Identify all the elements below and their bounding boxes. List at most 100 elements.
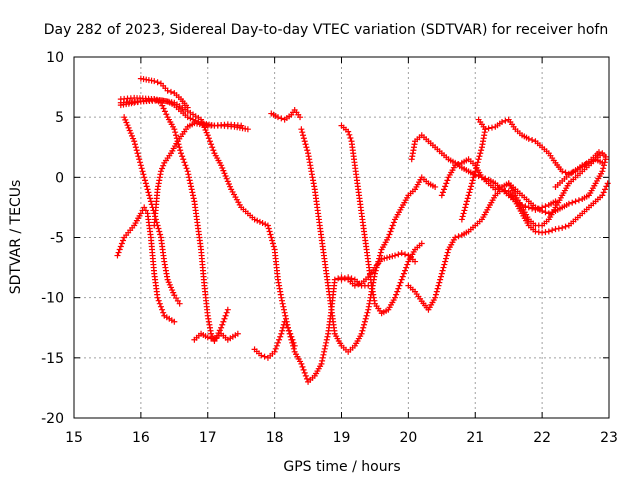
data-point [363,312,370,319]
data-point [146,192,153,199]
data-point [114,252,121,259]
data-point [291,342,298,349]
data-point [499,118,505,125]
data-point [303,144,310,151]
data-point [224,178,231,185]
data-point [131,138,138,145]
data-point [186,174,193,181]
data-point [463,201,470,208]
data-point [151,78,158,85]
data-point [279,327,286,334]
data-point [267,231,274,238]
data-point [435,282,442,289]
data-point [443,252,450,259]
data-point [268,234,275,241]
data-point [562,169,569,176]
data-point [169,287,176,294]
data-point [187,180,194,187]
data-point [444,249,451,256]
data-point [432,291,439,298]
data-point [364,309,371,316]
data-point [475,156,482,163]
data-point [154,294,161,301]
data-point [266,228,273,235]
data-point [472,168,479,175]
data-point [355,281,362,288]
data-point [532,206,539,213]
data-point [125,124,132,131]
series-track-l [338,122,425,317]
data-point [394,288,401,295]
data-point [529,205,536,212]
data-point [219,164,226,171]
data-point [459,213,466,220]
data-point [147,195,154,202]
x-tick-label: 19 [333,430,351,446]
data-point [209,144,216,151]
data-point [135,153,142,160]
data-point [502,117,509,124]
data-point [118,240,125,247]
data-point [403,264,410,271]
data-point [144,186,151,193]
data-point [535,229,542,236]
data-point [604,180,611,187]
data-point [495,185,502,192]
data-point [545,210,552,217]
data-point [300,366,307,373]
data-point [220,167,227,174]
data-point [259,220,266,227]
x-tick-label: 15 [65,430,83,446]
data-point [469,177,476,184]
data-point [552,226,559,233]
data-point [222,312,229,319]
data-point [389,222,396,229]
data-point [122,116,129,123]
data-point [376,252,383,259]
data-point [542,229,549,236]
data-point [322,342,329,349]
data-point [222,172,229,179]
data-point [402,251,409,258]
x-axis-label: GPS time / hours [283,459,400,475]
data-point [171,126,178,133]
data-point [188,183,195,190]
y-tick-labels: -20 -15 -10 -5 0 5 10 [41,50,64,427]
data-point [438,192,445,199]
data-point [360,324,367,331]
data-point [348,275,355,282]
data-point [552,198,559,205]
data-point [286,327,293,334]
series-track-t [552,149,602,190]
data-point [290,339,297,346]
data-point [155,297,162,304]
data-point [437,273,444,280]
data-point [385,234,392,241]
data-point [184,168,191,175]
data-point [389,253,396,260]
data-point [282,312,289,319]
data-point [301,138,308,145]
data-point [238,122,245,129]
data-point [123,119,130,126]
data-point [372,267,379,274]
data-point [492,186,499,193]
data-point [136,156,143,163]
data-point [201,124,208,131]
data-point [436,279,443,286]
data-point [190,192,197,199]
data-point [156,300,163,307]
data-point [441,186,448,193]
data-point [182,162,189,169]
data-point [532,228,539,235]
data-points [114,75,611,385]
data-point [374,261,381,268]
data-point [477,150,484,157]
series-track-f [117,97,419,385]
data-point [244,126,251,133]
data-point [160,105,167,112]
data-point [281,309,288,316]
data-point [203,129,210,136]
data-point [172,129,179,136]
data-point [470,174,477,181]
